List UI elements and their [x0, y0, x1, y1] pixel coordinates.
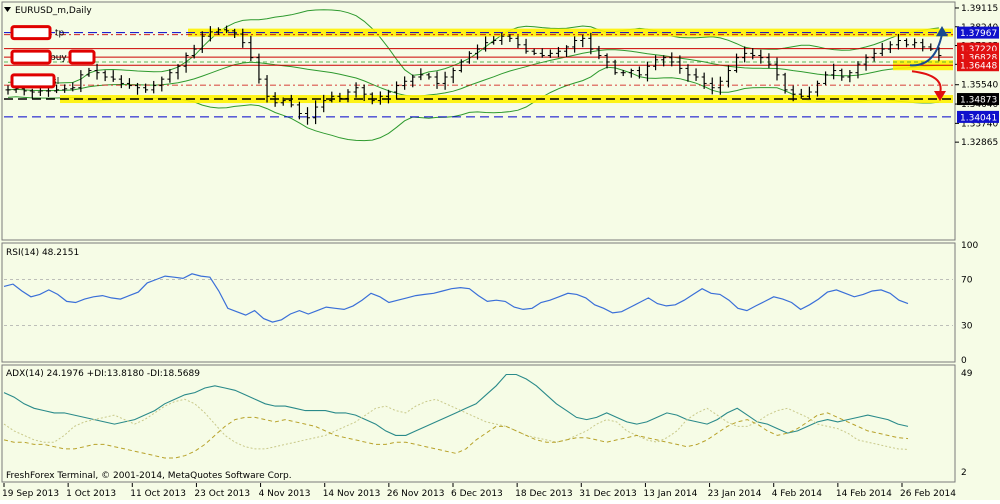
level-tag-text: 1.37967: [960, 29, 997, 39]
time-tick-label: 26 Nov 2013: [387, 489, 445, 499]
bb-middle-line: [7, 49, 939, 97]
level-tag-bg: [957, 26, 999, 39]
price-tick-label: 1.34640: [961, 100, 998, 110]
rsi-title: RSI(14) 48.2151: [6, 248, 79, 258]
tp-label: tp: [55, 29, 65, 39]
rsi-line: [3, 273, 909, 323]
level-tag-text: 1.36448: [960, 62, 997, 72]
bearish-arrowhead: [934, 90, 946, 102]
footer-copyright: FreshForex Terminal, © 2001-2014, MetaQu…: [6, 471, 292, 481]
time-tick-label: 13 Jan 2014: [643, 489, 697, 499]
time-tick-label: 4 Nov 2013: [259, 489, 311, 499]
time-axis: 19 Sep 2013 1 Oct 2013 11 Oct 2013 23 Oct 2…: [2, 483, 956, 499]
redacted-label-box: [10, 25, 52, 41]
price-tick-label: 1.33740: [961, 119, 998, 129]
level-tag-text: 1.37220: [960, 45, 997, 55]
level-tag-text: 1.34873: [960, 96, 997, 106]
sl-label: sl: [52, 77, 59, 87]
order-label-boxes: tp buy sl: [10, 25, 96, 89]
time-tick-label: 4 Feb 2014: [772, 489, 823, 499]
time-tick-label: 19 Sep 2013: [2, 489, 59, 499]
level-tag-text: 1.36828: [960, 54, 997, 64]
support-zone: [60, 95, 953, 104]
time-tick-label: 26 Feb 2014: [900, 489, 956, 499]
bullish-arrow: [909, 33, 943, 67]
scenario-arrows: [909, 26, 948, 102]
adx-tick-label: 2: [961, 468, 967, 478]
time-tick-label: 18 Dec 2013: [515, 489, 573, 499]
price-panel-frame: [1, 1, 956, 241]
adx-title: ADX(14) 24.1976 +DI:13.8180 -DI:18.5689: [6, 369, 200, 379]
time-tick-label: 23 Jan 2014: [708, 489, 762, 499]
bullish-arrowhead: [936, 26, 948, 37]
price-axis: 1.391151.382401.373651.364901.355401.346…: [955, 4, 998, 148]
window-menu-triangle-icon[interactable]: [4, 7, 11, 12]
price-tick-label: 1.32865: [961, 138, 998, 148]
price-bars: [5, 25, 942, 125]
redacted-label-box: [10, 49, 52, 65]
level-tag-bg: [957, 59, 999, 72]
time-tick-label: 31 Dec 2013: [579, 489, 637, 499]
rsi-layer: 100 70 30 0: [3, 241, 978, 366]
chart-title: EURUSD_m,Daily: [15, 6, 92, 16]
rsi-tick-label: 100: [961, 241, 978, 251]
rsi-tick-label: 30: [961, 322, 973, 332]
time-tick-label: 14 Feb 2014: [836, 489, 892, 499]
price-tick-label: 1.39115: [961, 4, 998, 14]
rsi-tick-label: 0: [961, 356, 967, 366]
level-tag-bg: [957, 110, 999, 123]
time-tick-label: 6 Dec 2013: [451, 489, 503, 499]
time-tick-label: 11 Oct 2013: [130, 489, 186, 499]
level-tag-text: 1.34041: [960, 113, 997, 123]
rsi-tick-label: 70: [961, 276, 973, 286]
adx-tick-label: 49: [961, 369, 973, 379]
redacted-label-box: [10, 73, 56, 89]
time-tick-label: 23 Oct 2013: [194, 489, 250, 499]
buy-label: buy: [50, 53, 67, 63]
bearish-arrow: [911, 70, 942, 94]
adx-layer: 49 2: [3, 369, 973, 478]
time-tick-label: 14 Nov 2013: [323, 489, 381, 499]
time-tick-label: 1 Oct 2013: [66, 489, 116, 499]
redacted-label-box: [68, 49, 96, 65]
plus-di-line: [3, 398, 909, 450]
price-tick-label: 1.35540: [961, 81, 998, 91]
level-tag-bg: [957, 93, 999, 106]
rsi-panel-frame: [1, 242, 956, 363]
adx-panel-frame: [1, 364, 956, 483]
